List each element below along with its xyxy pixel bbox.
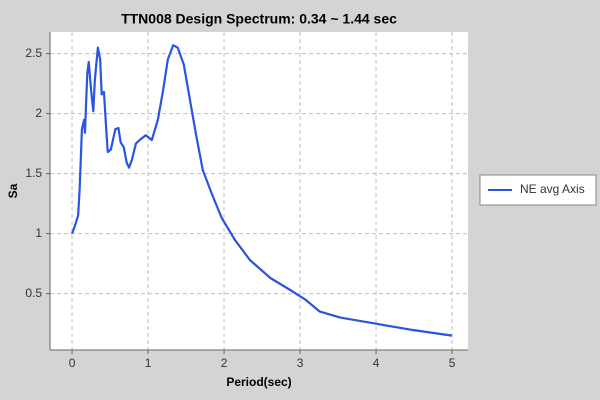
x-tick-label: 4	[373, 356, 380, 370]
x-tick-label: 2	[221, 356, 228, 370]
x-axis-label: Period(sec)	[226, 375, 291, 389]
y-tick-label: 2.5	[25, 46, 42, 60]
data-line	[71, 44, 453, 337]
y-axis-label: Sa	[6, 183, 20, 198]
y-tick-label: 2	[35, 106, 42, 120]
plot-area	[50, 32, 468, 350]
y-tick-label: 0.5	[25, 286, 42, 300]
y-tick-label: 1	[35, 226, 42, 240]
x-tick-label: 3	[297, 356, 304, 370]
legend-label: NE avg Axis	[520, 182, 585, 196]
y-tick-label: 1.5	[25, 166, 42, 180]
x-tick-label: 5	[449, 356, 456, 370]
x-tick-label: 0	[69, 356, 76, 370]
x-tick-label: 1	[145, 356, 152, 370]
chart-title: TTN008 Design Spectrum: 0.34 ~ 1.44 sec	[121, 11, 397, 27]
